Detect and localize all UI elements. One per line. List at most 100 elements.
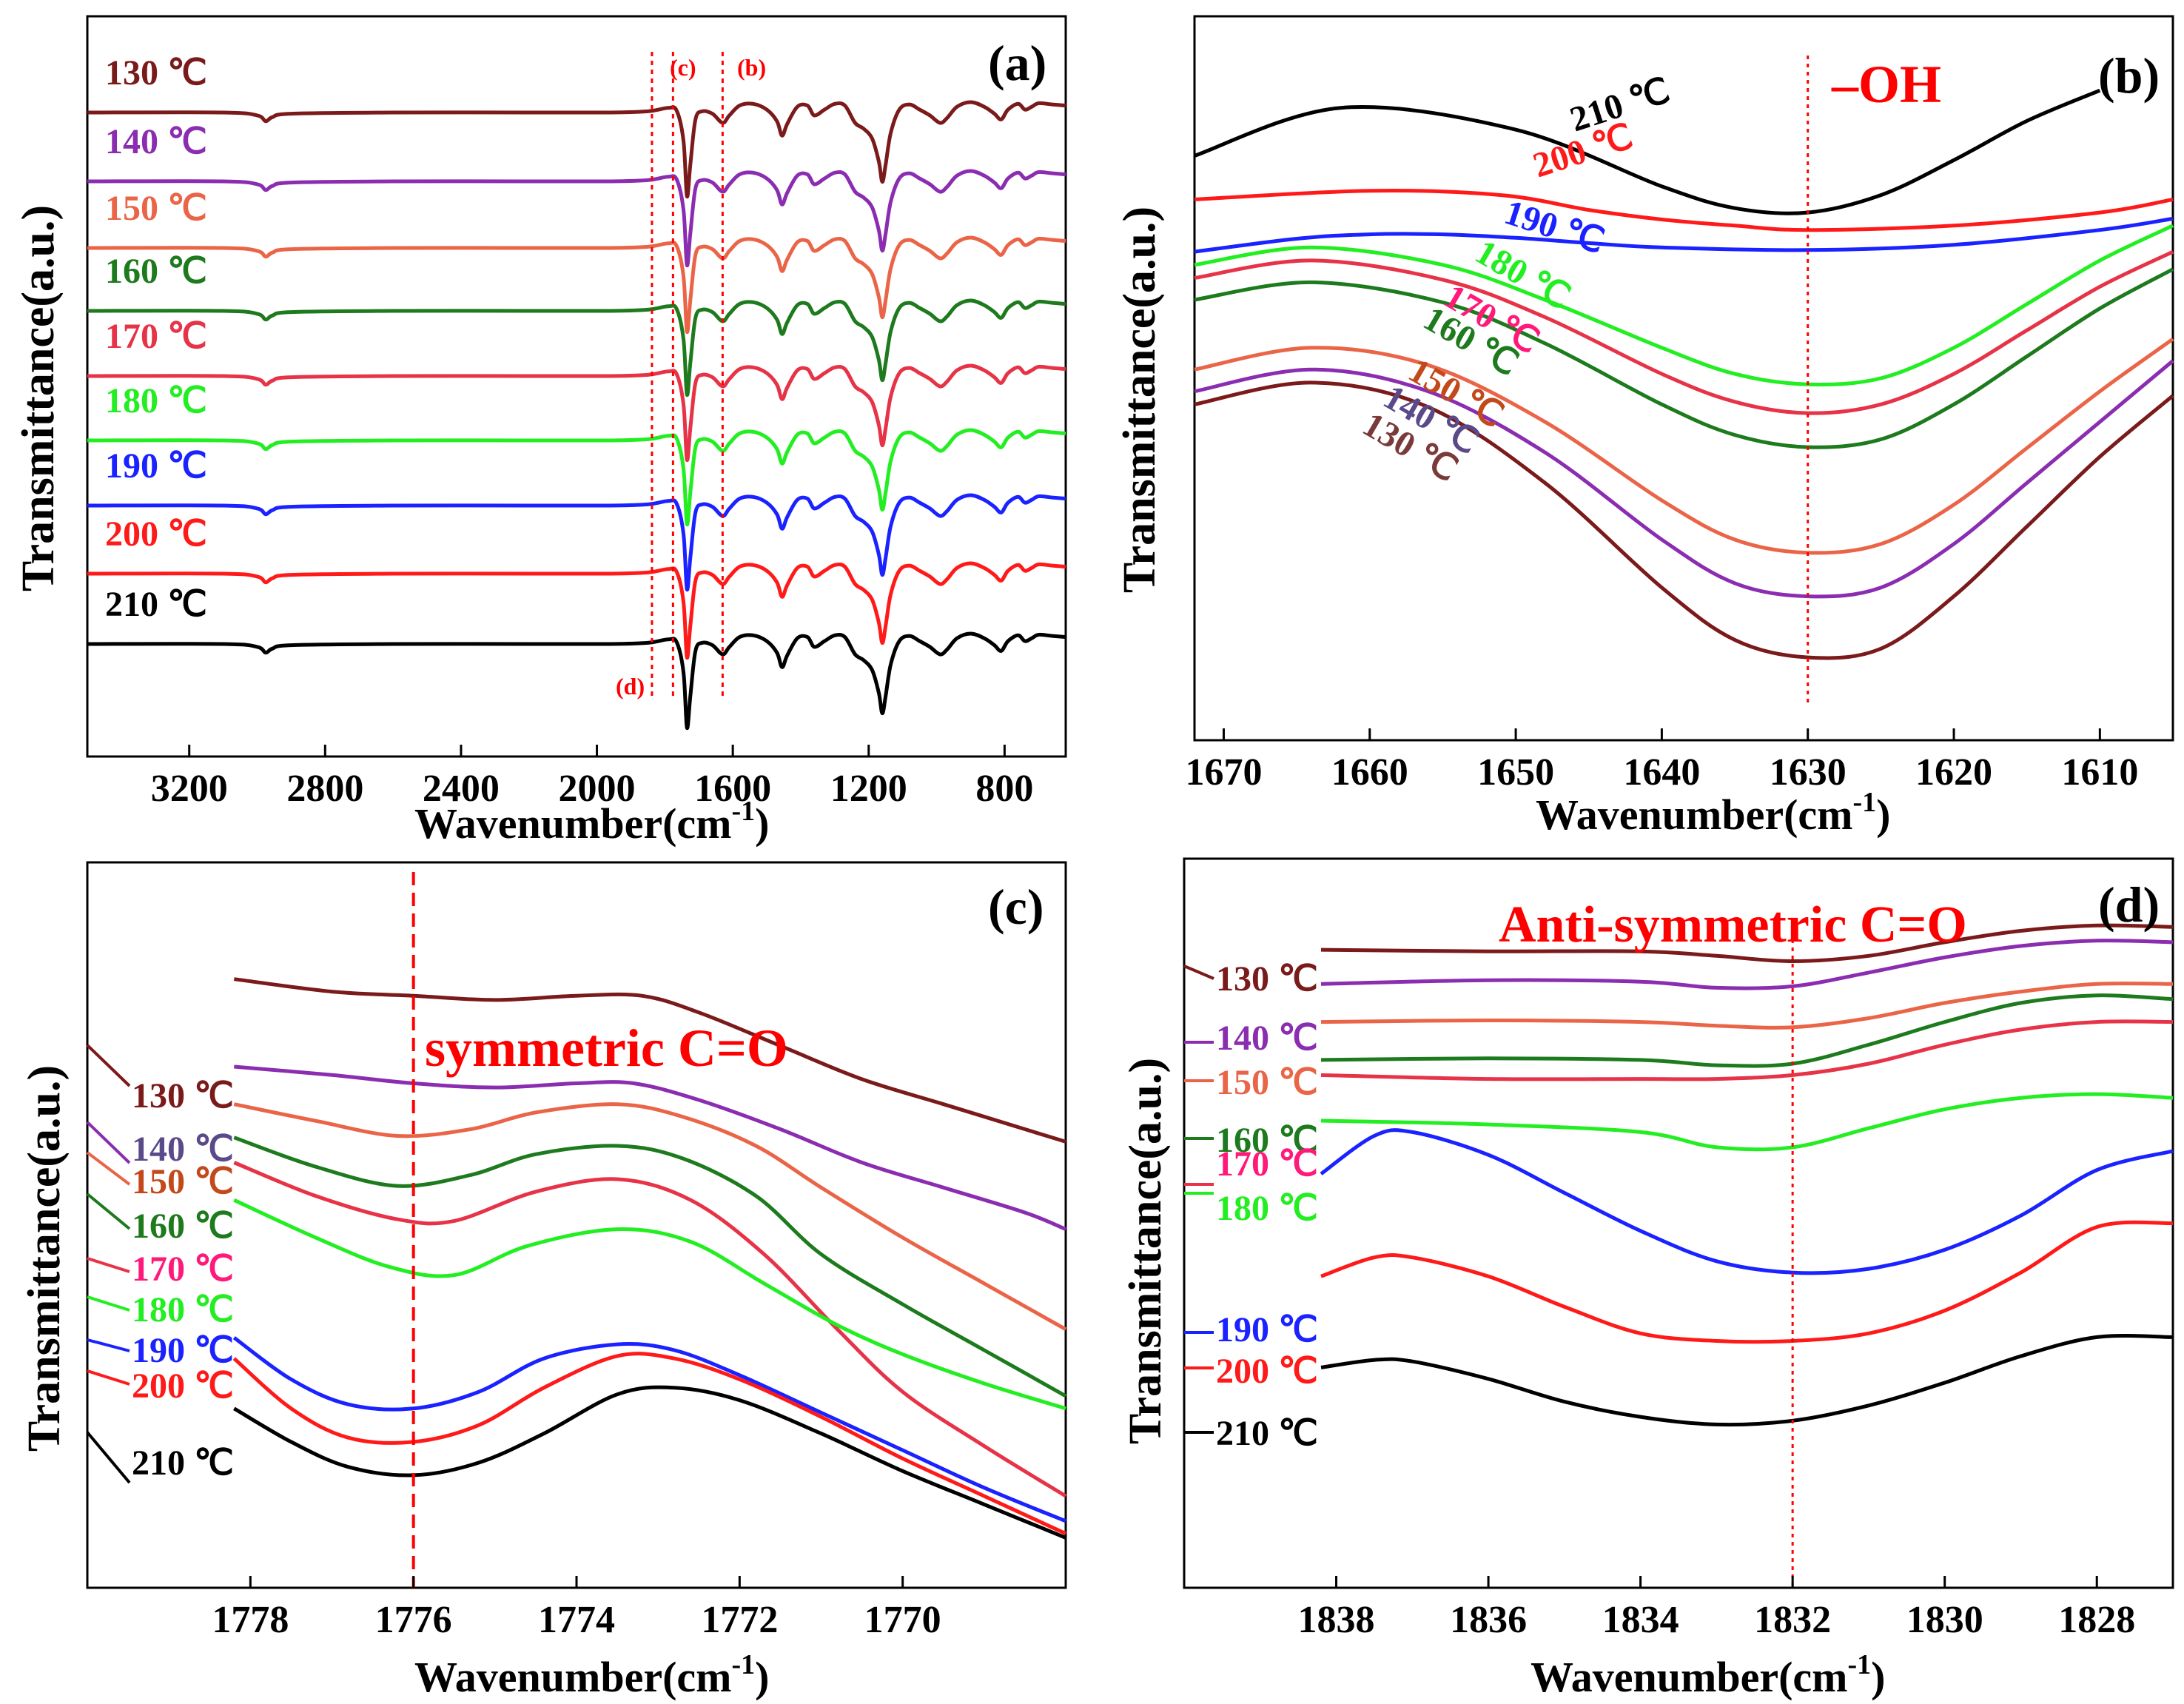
panel-d-series-130 — [1320, 923, 2174, 963]
panel-a-tick-label-800: 800 — [975, 768, 1033, 810]
panel-a-series-180 — [87, 428, 1066, 526]
panel-d-lead-130 — [1183, 965, 1214, 980]
panel-a-tick-label-2800: 2800 — [286, 768, 363, 810]
panel-d-series-190 — [1320, 1128, 2174, 1275]
panel-d-label-200: 200 ℃ — [1216, 1352, 1318, 1391]
panel-d-frame — [1183, 857, 2174, 1589]
panel-a-annot-b: (b) — [737, 54, 766, 81]
panel-b-series-160 — [1194, 267, 2174, 449]
panel-c-x-ticks: 1778 1776 1774 1772 1770 — [212, 1576, 941, 1641]
panel-a-tick-label-1200: 1200 — [830, 768, 907, 810]
panel-c-tick-label-1770: 1770 — [864, 1599, 941, 1641]
panel-d-tick-label-1830: 1830 — [1906, 1599, 1983, 1641]
panel-d-x-ticks: 1838 1836 1834 1832 1830 1828 — [1298, 1576, 2135, 1641]
panel-c-label-160: 160 ℃ — [132, 1207, 234, 1246]
panel-d-label-170: 170 ℃ — [1216, 1144, 1318, 1184]
panel-b-series-170 — [1194, 249, 2174, 415]
panel-c-id: (c) — [988, 879, 1044, 935]
panel-b-tick-label-1630: 1630 — [1770, 751, 1847, 794]
panel-a-series-160 — [87, 298, 1066, 397]
panel-c-lead-190 — [87, 1338, 130, 1352]
panel-c-y-title: Transmittance(a.u.) — [19, 1065, 70, 1452]
panel-a-series-140 — [87, 169, 1066, 267]
panel-b-x-ticks: 1670 1660 1650 1640 1630 1620 1610 — [1185, 728, 2138, 794]
panel-d-series-160 — [1320, 993, 2174, 1068]
panel-a-frame — [86, 15, 1067, 758]
panel-a-label-140: 140 ℃ — [105, 122, 207, 161]
panel-d-label-180: 180 ℃ — [1216, 1189, 1318, 1228]
panel-c-tick-label-1778: 1778 — [212, 1599, 289, 1641]
panel-c-series-170 — [233, 1161, 1067, 1498]
panel-c-label-170: 170 ℃ — [132, 1250, 234, 1289]
panel-c-label-210: 210 ℃ — [132, 1443, 234, 1483]
panel-a-y-title: Transmittance(a.u.) — [13, 205, 64, 591]
panel-c-series-140 — [234, 1064, 1066, 1231]
panel-b-y-title: Transmittance(a.u.) — [1115, 207, 1165, 593]
panel-b-series-210 — [1194, 88, 2101, 215]
panel-d-tick-label-1828: 1828 — [2058, 1599, 2135, 1641]
panel-c-series-190 — [232, 1336, 1066, 1523]
panel-c-label-200: 200 ℃ — [132, 1366, 234, 1406]
panel-b-series-140 — [1194, 359, 2174, 599]
panel-a-series-150 — [87, 235, 1066, 334]
panel-d-y-title: Transmittance(a.u.) — [1120, 1058, 1171, 1444]
panel-a-label-200: 200 ℃ — [105, 514, 207, 554]
panel-a-x-ticks: 3200 2800 2400 2000 1600 1200 800 — [151, 745, 1033, 810]
panel-d-series-210 — [1320, 1334, 2174, 1427]
panel-c-lead-140 — [86, 1121, 131, 1164]
panel-b-tick-label-1670: 1670 — [1185, 751, 1262, 794]
panel-c-tick-label-1772: 1772 — [701, 1599, 778, 1641]
panel-d-tick-label-1838: 1838 — [1298, 1599, 1375, 1641]
panel-b-tick-label-1610: 1610 — [2061, 751, 2138, 794]
panel-c-lead-180 — [87, 1295, 130, 1312]
panel-c-label-180: 180 ℃ — [132, 1290, 234, 1329]
panel-d: 1838 1836 1834 1832 1830 1828 130 ℃ 140 ℃ 150 ℃… — [1120, 857, 2174, 1701]
panel-b-annotation: –OH — [1831, 55, 1941, 114]
panel-c-label-130: 130 ℃ — [132, 1076, 234, 1116]
panel-b-tick-label-1640: 1640 — [1623, 751, 1700, 794]
panel-a-curves — [87, 100, 1066, 730]
panel-c-tick-label-1774: 1774 — [538, 1599, 615, 1641]
panel-c-lead-200 — [87, 1369, 130, 1386]
panel-a-label-190: 190 ℃ — [105, 446, 207, 486]
panel-a-label-160: 160 ℃ — [105, 252, 207, 291]
panel-a-series-210 — [87, 631, 1066, 730]
panel-a: 3200 2800 2400 2000 1600 1200 800 130 ℃ 140 ℃ 15… — [13, 15, 1067, 848]
panel-d-curves — [1183, 923, 2174, 1434]
panel-c-lead-170 — [87, 1257, 130, 1273]
panel-d-label-210: 210 ℃ — [1216, 1414, 1318, 1453]
panel-c-label-150: 150 ℃ — [132, 1162, 234, 1201]
panel-b-frame — [1193, 15, 2174, 742]
panel-b-series-190 — [1194, 216, 2174, 254]
panel-a-label-130: 130 ℃ — [105, 53, 207, 93]
panel-c-x-title: Wavenumber(cm-1) — [414, 1649, 769, 1701]
panel-a-label-180: 180 ℃ — [105, 381, 207, 420]
panel-c-annotation: symmetric C=O — [425, 1019, 788, 1078]
panel-d-tick-label-1836: 1836 — [1450, 1599, 1527, 1641]
panel-d-series-180 — [1320, 1092, 2174, 1152]
panel-d-series-200 — [1320, 1220, 2174, 1344]
panel-c-series-150 — [233, 1102, 1067, 1331]
panel-a-series-190 — [87, 493, 1066, 591]
panel-a-tick-label-2000: 2000 — [559, 768, 636, 810]
panel-a-annot-c: (c) — [670, 54, 696, 81]
panel-a-series-130 — [87, 100, 1066, 198]
panel-d-label-130: 130 ℃ — [1216, 959, 1318, 999]
panel-d-series-170 — [1320, 1019, 2174, 1081]
panel-d-series-140 — [1320, 939, 2174, 990]
panel-c-series-180 — [233, 1198, 1066, 1411]
panel-a-label-150: 150 ℃ — [105, 189, 207, 228]
panel-a-annot-d: (d) — [616, 673, 645, 700]
panel-c-lead-210 — [86, 1431, 131, 1484]
panel-a-tick-label-1600: 1600 — [694, 768, 771, 810]
panel-c-label-190: 190 ℃ — [132, 1331, 234, 1370]
panel-a-label-170: 170 ℃ — [105, 317, 207, 356]
panel-a-series-170 — [87, 363, 1066, 462]
panel-c-series-210 — [233, 1385, 1066, 1540]
panel-a-label-210: 210 ℃ — [105, 585, 207, 624]
panel-b-tick-label-1650: 1650 — [1477, 751, 1554, 794]
